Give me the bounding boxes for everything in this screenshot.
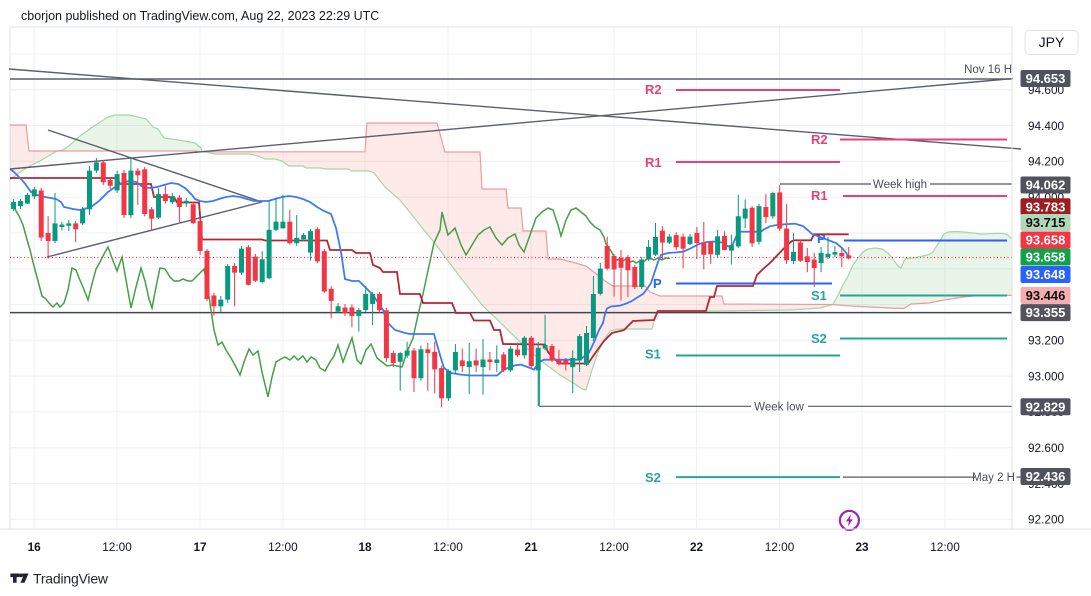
svg-text:92.200: 92.200 [1028,513,1065,527]
svg-text:94.200: 94.200 [1028,155,1065,169]
svg-text:94.062: 94.062 [1026,178,1066,193]
svg-text:May 2 H: May 2 H [972,472,1015,484]
svg-text:93.648: 93.648 [1026,267,1066,282]
svg-text:16: 16 [28,540,42,554]
svg-text:92.829: 92.829 [1026,399,1066,414]
svg-text:R2: R2 [645,82,662,97]
svg-text:17: 17 [193,540,207,554]
svg-text:12:00: 12:00 [433,540,463,554]
svg-text:93.783: 93.783 [1026,199,1066,214]
svg-text:93.200: 93.200 [1028,334,1065,348]
svg-text:R1: R1 [811,188,828,203]
svg-text:12:00: 12:00 [268,540,298,554]
svg-text:12:00: 12:00 [102,540,132,554]
svg-text:92.600: 92.600 [1028,441,1065,455]
svg-text:P: P [653,276,662,291]
svg-text:93.446: 93.446 [1026,288,1066,303]
svg-text:Week low: Week low [754,402,804,414]
svg-text:Week high: Week high [873,179,927,191]
svg-text:12:00: 12:00 [599,540,629,554]
svg-text:S1: S1 [645,347,661,362]
svg-text:94.400: 94.400 [1028,119,1065,133]
svg-text:93.658: 93.658 [1026,233,1066,248]
svg-text:R1: R1 [645,155,662,170]
svg-text:23: 23 [855,540,869,554]
svg-text:93.000: 93.000 [1028,369,1065,383]
svg-text:JPY: JPY [1039,34,1065,50]
svg-text:Nov 16 H: Nov 16 H [964,64,1012,76]
svg-text:S2: S2 [811,331,827,346]
svg-text:94.653: 94.653 [1026,71,1066,86]
svg-text:93.658: 93.658 [1026,250,1066,265]
svg-text:22: 22 [690,540,704,554]
svg-text:TradingView: TradingView [33,571,109,587]
svg-text:R2: R2 [811,132,828,147]
svg-text:12:00: 12:00 [930,540,960,554]
svg-text:92.436: 92.436 [1026,469,1066,484]
svg-text:12:00: 12:00 [765,540,795,554]
svg-text:93.715: 93.715 [1026,215,1066,230]
svg-text:S1: S1 [811,288,827,303]
svg-text:cborjon published on TradingVi: cborjon published on TradingView.com, Au… [21,9,379,23]
svg-text:18: 18 [358,540,372,554]
svg-text:S2: S2 [645,470,661,485]
svg-text:93.355: 93.355 [1026,305,1066,320]
svg-text:21: 21 [524,540,538,554]
